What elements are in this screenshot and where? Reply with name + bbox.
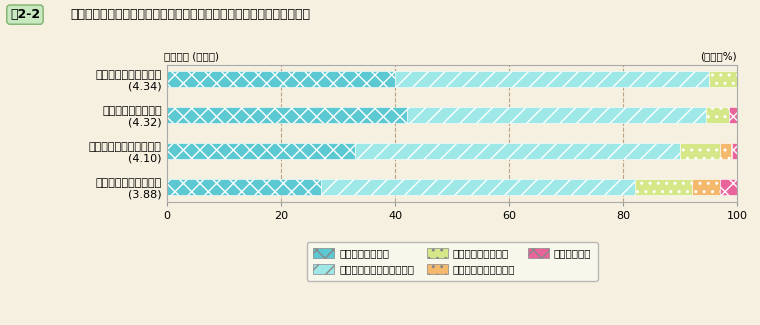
Bar (635, 179, 692, 195)
Legend: まったくその通り, どちらかといえばその通り, どちらともいえない, どちらかといえば違う, まったく違う: まったくその通り, どちらかといえばその通り, どちらともいえない, どちらかと… (307, 241, 597, 281)
Bar (680, 143, 720, 159)
Bar (729, 107, 737, 124)
Bar (167, 71, 395, 87)
Bar (167, 143, 355, 159)
Bar (720, 143, 731, 159)
Text: 質問項目 (平均値): 質問項目 (平均値) (164, 51, 220, 61)
Bar (395, 71, 708, 87)
Text: 【法令の理解・遵守】の領域に属する質問項目別の回答割合及び平均値: 【法令の理解・遵守】の領域に属する質問項目別の回答割合及び平均値 (70, 8, 310, 21)
Bar (167, 107, 407, 124)
Bar (407, 107, 706, 124)
Bar (720, 179, 737, 195)
Bar (167, 179, 321, 195)
Bar (708, 71, 737, 87)
Bar (692, 179, 720, 195)
Bar (355, 143, 680, 159)
Text: 図2-2: 図2-2 (10, 8, 40, 21)
Bar (706, 107, 729, 124)
Bar (731, 143, 737, 159)
Bar (321, 179, 635, 195)
Text: (単位：%): (単位：%) (701, 51, 737, 61)
